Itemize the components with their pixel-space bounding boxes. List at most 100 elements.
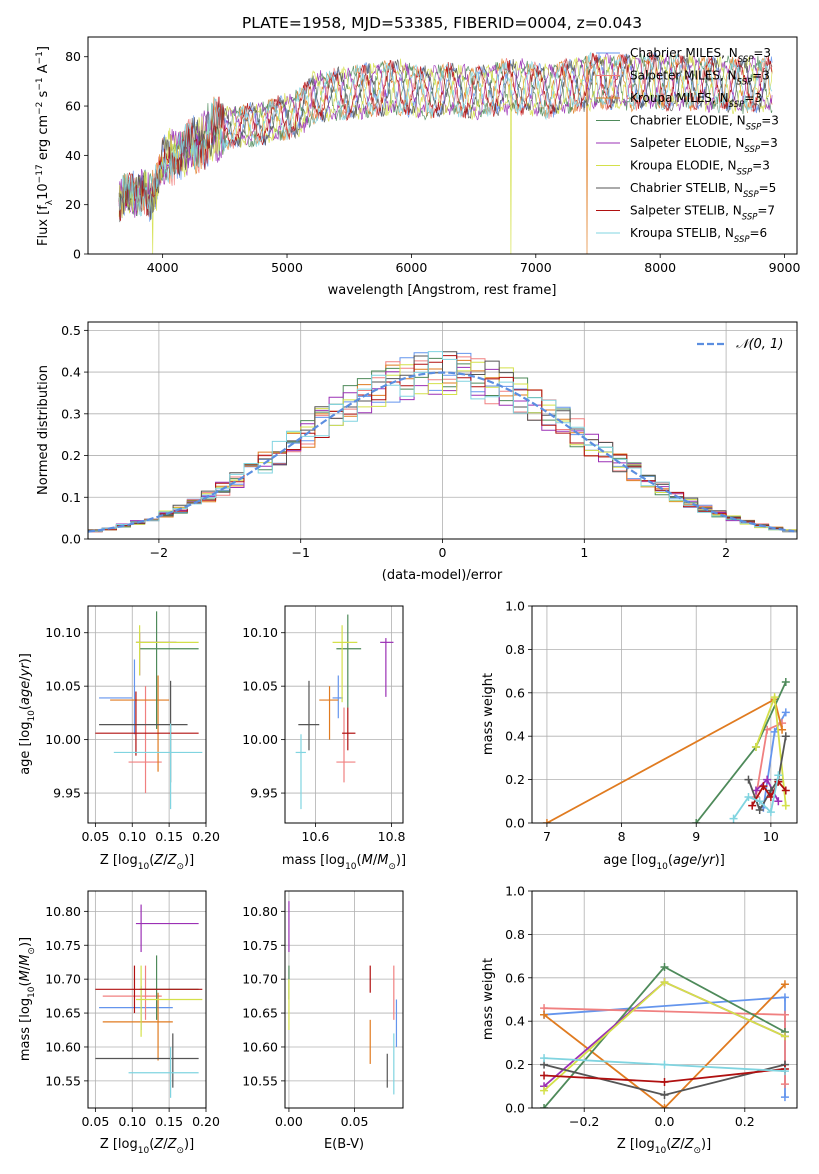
series-marker — [660, 962, 669, 971]
spectrum-line-kroupa-stelib — [118, 51, 773, 217]
spectrum-line-kroupa-elodie — [118, 53, 773, 254]
x-axis-label-age-vs-mass: mass [log10(M/M⊙)] — [282, 853, 406, 872]
errorbar-kroupa-elodie — [135, 625, 199, 676]
series-line — [543, 983, 786, 1108]
x-tick-label: 0.05 — [81, 829, 109, 844]
errorbar-kroupa-miles — [110, 675, 170, 772]
series-marker — [540, 1010, 549, 1019]
series-marker — [660, 978, 669, 987]
axes-frame — [284, 605, 404, 824]
errorbar-chabrier-stelib — [95, 1033, 199, 1088]
histogram-kroupa-stelib — [88, 351, 797, 532]
y-tick-label: 0.2 — [505, 1057, 525, 1072]
axes-mass-weight-vs-age: 7 8 9 10 0.0 0.2 0.4 0.6 0.8 1.0 — [505, 599, 798, 844]
y-tick-label: 0.2 — [505, 772, 525, 787]
x-axis-label-mass-vs-EBV: E(B-V) — [324, 1137, 364, 1152]
series-line — [546, 697, 783, 823]
x-tick-label: 10.6 — [302, 829, 330, 844]
x-tick-label: 0.15 — [155, 829, 183, 844]
series-marker — [729, 814, 738, 823]
errorbar-salpeter-elodie — [135, 904, 199, 953]
x-axis-label-age-vs-Z: Z [log10(Z/Z⊙)] — [100, 853, 194, 872]
errorbar-chabrier-elodie — [336, 614, 362, 708]
x-tick-label: 0.05 — [341, 1114, 369, 1129]
series-marker — [780, 993, 789, 1002]
series-marker — [540, 1071, 549, 1080]
series-marker — [774, 771, 783, 780]
y-tick-label: 0.0 — [505, 816, 525, 831]
errorbar-chabrier-miles — [332, 675, 343, 719]
series-marker — [751, 743, 760, 752]
plot-area-age-vs-mass — [295, 614, 394, 810]
spectrum-line-kroupa-miles — [118, 53, 773, 254]
x-tick-label: −0.2 — [569, 1114, 599, 1129]
errorbar-chabrier-stelib — [99, 680, 188, 783]
plot-area-age-vs-Z — [95, 611, 203, 810]
x-tick-label: 7000 — [520, 260, 552, 275]
y-tick-label: 0.6 — [505, 970, 525, 985]
axes-spectrum: 4000 5000 6000 7000 8000 9000 0 20 40 60 80 — [65, 36, 801, 275]
y-tick-label: 0.0 — [505, 1101, 525, 1116]
series-marker — [744, 775, 753, 784]
axes-frame — [87, 605, 207, 824]
figure-title: PLATE=1958, MJD=53385, FIBERID=0004, z=0… — [242, 14, 642, 32]
line-series-kroupa-elodie — [751, 693, 790, 810]
errorbar-chabrier-elodie — [139, 611, 199, 729]
line-series-kroupa-miles — [540, 980, 789, 1108]
x-axis-label-mass-vs-Z: Z [log10(Z/Z⊙)] — [100, 1137, 194, 1156]
legend-entry-kroupa-miles: Kroupa MILES, NSSP=3 — [630, 91, 762, 110]
y-tick-label: 10.75 — [45, 938, 81, 953]
axes-frame — [87, 36, 798, 255]
series-marker — [780, 1032, 789, 1041]
axes-mass-weight-vs-Z: −0.2 0.0 0.2 0.0 0.2 0.4 0.6 0.8 1.0 — [505, 884, 798, 1129]
y-tick-label: 1.0 — [505, 599, 525, 614]
x-tick-label: 0.05 — [81, 1114, 109, 1129]
y-tick-label: 10.00 — [242, 732, 278, 747]
x-tick-label: 1 — [580, 545, 588, 560]
errorbar-chabrier-stelib — [298, 680, 320, 751]
y-tick-label: 10.65 — [45, 1006, 81, 1021]
errorbar-chabrier-miles — [99, 985, 173, 1031]
y-tick-label: 0.3 — [61, 406, 81, 421]
plot-area-spectrum — [118, 51, 773, 254]
series-marker — [660, 1077, 669, 1086]
line-series-salpeter-stelib — [748, 777, 790, 810]
errorbar-chabrier-miles — [99, 659, 136, 735]
series-marker — [780, 1010, 789, 1019]
y-tick-label: 10.70 — [242, 972, 278, 987]
y-tick-label: 10.70 — [45, 972, 81, 987]
axes-age-vs-Z: 0.05 0.10 0.15 0.20 9.95 10.00 10.05 10.10 — [45, 605, 220, 844]
series-marker — [744, 792, 753, 801]
y-axis-label-spectrum: Flux [fλ10−17 erg cm−2 s−1 A−1] — [35, 46, 55, 246]
x-tick-label: −1 — [291, 545, 309, 560]
y-tick-label: 10.05 — [242, 679, 278, 694]
y-axis-label-mass-weight-vs-Z: mass weight — [481, 958, 496, 1040]
series-marker — [692, 819, 701, 823]
series-marker — [763, 775, 772, 784]
y-tick-label: 0.4 — [61, 365, 81, 380]
series-marker — [540, 1086, 549, 1095]
series-marker — [781, 732, 790, 741]
axes-frame — [87, 321, 798, 540]
y-axis-label-mass-weight-vs-age: mass weight — [481, 673, 496, 755]
y-tick-label: 20 — [65, 197, 81, 212]
y-tick-label: 60 — [65, 99, 81, 114]
errorbar-kroupa-stelib — [295, 734, 306, 810]
series-marker — [778, 725, 787, 734]
series-marker — [542, 819, 551, 823]
y-axis-label-residuals: Normed distribution — [36, 365, 51, 495]
series-marker — [660, 1104, 669, 1108]
legend-entry-normal: 𝒩(0, 1) — [736, 337, 783, 352]
series-marker — [780, 980, 789, 989]
x-tick-label: 0.10 — [118, 829, 146, 844]
series-marker — [748, 801, 757, 810]
x-tick-label: 0.10 — [118, 1114, 146, 1129]
series-marker — [766, 808, 775, 817]
plot-area-mass-weight-vs-age — [542, 677, 790, 823]
x-tick-label: 0.15 — [155, 1114, 183, 1129]
legend-entry-salpeter-elodie: Salpeter ELODIE, NSSP=3 — [630, 136, 778, 155]
series-marker — [755, 797, 764, 806]
y-tick-label: 0 — [73, 247, 81, 262]
